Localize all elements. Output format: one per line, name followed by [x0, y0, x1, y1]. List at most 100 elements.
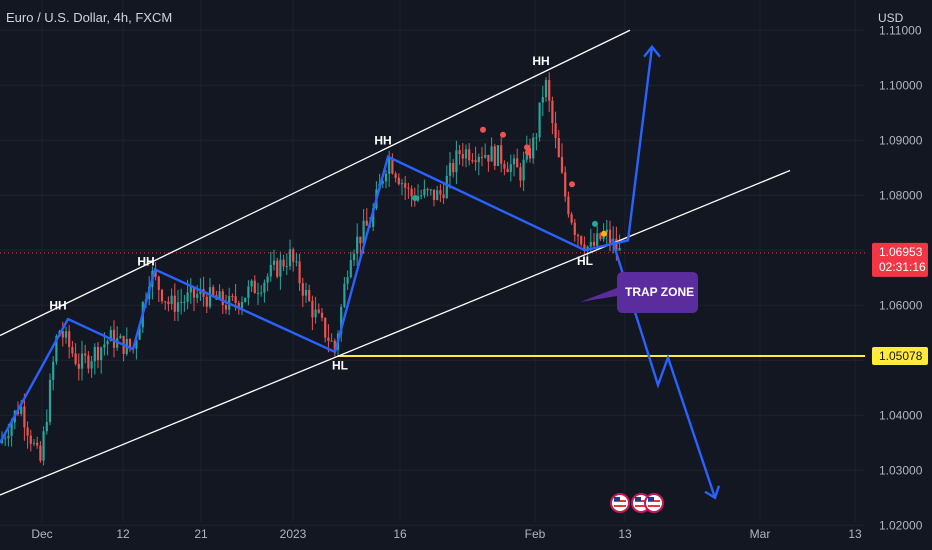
- economic-events[interactable]: [610, 493, 664, 513]
- candle-body: [84, 353, 87, 356]
- candle-body: [372, 208, 375, 227]
- candle-body: [71, 346, 74, 354]
- candle-body: [500, 145, 503, 164]
- us-flag-icon[interactable]: [644, 493, 664, 513]
- price-tick-label: 1.06000: [879, 298, 923, 312]
- candle-body: [432, 189, 436, 201]
- candle-body: [384, 173, 388, 182]
- candle-body: [90, 361, 93, 369]
- candle-body: [544, 80, 548, 98]
- level-price-badge: 1.05078: [872, 346, 928, 365]
- candle-body: [496, 145, 500, 166]
- candle-body: [452, 162, 455, 173]
- candle-body: [250, 280, 253, 287]
- candle-body: [538, 102, 541, 138]
- candle-body: [279, 259, 282, 277]
- candle-body: [260, 292, 263, 294]
- candle-body: [304, 290, 308, 296]
- candle-body: [288, 249, 292, 267]
- candle-body: [519, 167, 522, 181]
- candle-body: [404, 183, 407, 188]
- candle-body: [516, 158, 519, 168]
- candle-body: [157, 276, 160, 290]
- candle-body: [317, 309, 320, 313]
- candle-body: [45, 422, 48, 432]
- candle-body: [218, 291, 221, 300]
- candle-body: [106, 341, 109, 345]
- candle-body: [468, 149, 471, 161]
- time-tick-label: Feb: [525, 527, 546, 541]
- candle-body: [189, 286, 192, 293]
- candle-body: [48, 379, 52, 423]
- candle-body: [180, 302, 183, 304]
- candle-body: [448, 162, 452, 176]
- candle-body: [487, 154, 490, 162]
- candle-body: [532, 137, 535, 159]
- us-flag-icon[interactable]: [610, 493, 630, 513]
- candle-body: [340, 306, 343, 334]
- candle-body: [541, 97, 544, 103]
- swing-label: HH: [532, 54, 549, 68]
- candle-body: [160, 289, 164, 302]
- candle-body: [237, 302, 240, 308]
- swing-path: [0, 46, 654, 444]
- candle-body: [39, 445, 42, 461]
- candle-body: [429, 189, 432, 191]
- candle-body: [308, 290, 311, 301]
- price-tick-label: 1.08000: [879, 188, 923, 202]
- candle-body: [327, 337, 330, 342]
- candle-body: [567, 196, 570, 215]
- candle-body: [442, 194, 445, 198]
- candle-body: [564, 172, 567, 197]
- price-tick-label: 1.03000: [879, 463, 923, 477]
- price-axis-labels: 1.11000 1.10000 1.09000 1.08000 1.06000 1.040…: [879, 23, 923, 532]
- candle-body: [480, 156, 484, 158]
- candle-body: [615, 238, 618, 251]
- swing-label: HL: [332, 359, 348, 373]
- channel-line: [0, 29, 631, 337]
- candle-body: [4, 438, 7, 440]
- level-price-value: 1.05078: [879, 349, 923, 363]
- candle-body: [608, 229, 612, 244]
- candle-body: [266, 276, 269, 283]
- candle-body: [196, 294, 199, 298]
- candle-body: [589, 241, 592, 247]
- candle-body: [535, 137, 538, 139]
- signal-dot: [592, 220, 598, 227]
- candle-body: [20, 406, 23, 414]
- candle-body: [557, 138, 560, 158]
- signal-dot: [480, 126, 486, 133]
- swing-label: HH: [49, 299, 66, 313]
- candle-body: [36, 442, 39, 446]
- candle-body: [77, 363, 80, 369]
- candle-body: [407, 187, 410, 189]
- candle-body: [592, 241, 596, 246]
- candle-body: [205, 296, 208, 307]
- signal-dot: [500, 131, 506, 138]
- candle-body: [170, 295, 173, 304]
- current-price-badge: 1.06953 02:31:16: [872, 242, 928, 277]
- candle-body: [29, 435, 32, 444]
- candle-body: [548, 80, 551, 101]
- price-tick-label: 1.10000: [879, 78, 923, 92]
- signal-dot: [601, 230, 607, 237]
- candle-body: [605, 229, 608, 233]
- candle-body: [23, 406, 26, 428]
- candle-body: [301, 283, 304, 296]
- trap-zone-callout[interactable]: TRAP ZONE: [580, 272, 698, 313]
- candle-body: [176, 302, 180, 312]
- signal-dot: [525, 149, 531, 156]
- candle-body: [135, 339, 138, 349]
- trap-zone-label: TRAP ZONE: [625, 285, 694, 299]
- candle-body: [263, 282, 266, 293]
- symbol-title: Euro / U.S. Dollar, 4h, FXCM: [6, 10, 172, 25]
- candle-body: [52, 361, 55, 380]
- candle-body: [381, 181, 384, 184]
- time-tick-label: 2023: [280, 527, 307, 541]
- candle-body: [388, 158, 391, 174]
- candle-body: [570, 214, 573, 223]
- candle-body: [423, 189, 426, 196]
- candle-body: [276, 260, 279, 277]
- candle-body: [560, 157, 564, 173]
